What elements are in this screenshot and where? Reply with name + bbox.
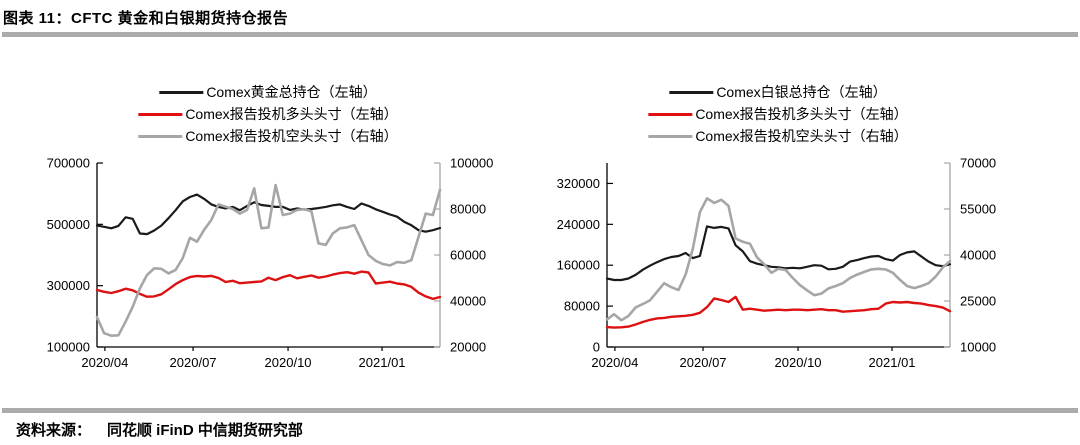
- legend-label: Comex白银总持仓（左轴）: [716, 84, 887, 100]
- y-axis-right-tick-label: 60000: [450, 248, 486, 263]
- legend-item: Comex报告投机空头头寸（右轴）: [648, 125, 908, 147]
- legend-item: Comex白银总持仓（左轴）: [669, 81, 887, 103]
- legend-line-swatch: [648, 112, 693, 116]
- legend-line-swatch: [159, 90, 204, 94]
- y-axis-left-tick-label: 240000: [557, 217, 600, 232]
- x-axis-tick-label: 2020/10: [775, 355, 822, 370]
- source-label: 资料来源：: [16, 422, 92, 439]
- legend-line-swatch: [648, 134, 693, 138]
- y-axis-left-tick-label: 300000: [47, 278, 90, 293]
- legend-silver: Comex白银总持仓（左轴） Comex报告投机多头头寸（左轴） Comex报告投机…: [648, 81, 908, 147]
- legend-item: Comex报告投机多头头寸（左轴）: [138, 103, 398, 125]
- legend-gold: Comex黄金总持仓（左轴） Comex报告投机多头头寸（左轴） Comex报告投机…: [138, 81, 398, 147]
- legend-item: Comex黄金总持仓（左轴）: [159, 81, 377, 103]
- figure-title: 图表 11：CFTC 黄金和白银期货持仓报告: [3, 10, 289, 27]
- y-axis-left-tick-label: 160000: [557, 258, 600, 273]
- y-axis-right-tick-label: 20000: [450, 340, 486, 355]
- y-axis-right-tick-label: 70000: [960, 156, 996, 171]
- y-axis-right-tick-label: 40000: [450, 294, 486, 309]
- series-line-total: [605, 225, 952, 282]
- x-axis-tick-label: 2020/07: [680, 355, 727, 370]
- legend-label: Comex报告投机多头头寸（左轴）: [185, 106, 398, 122]
- legend-label: Comex报告投机空头头寸（右轴）: [185, 128, 398, 144]
- series-line-total: [95, 193, 442, 236]
- source-text: 同花顺 iFinD 中信期货研究部: [107, 422, 303, 439]
- x-axis-tick-label: 2020/07: [170, 355, 217, 370]
- y-axis-right-tick-label: 10000: [960, 340, 996, 355]
- y-axis-right-tick-label: 100000: [450, 156, 493, 171]
- y-axis-left-tick-label: 320000: [557, 176, 600, 191]
- y-axis-left-tick-label: 500000: [47, 217, 90, 232]
- y-axis-left-tick-label: 80000: [564, 299, 600, 314]
- legend-item: Comex报告投机空头头寸（右轴）: [138, 125, 398, 147]
- legend-item: Comex报告投机多头头寸（左轴）: [648, 103, 908, 125]
- bottom-divider: [2, 408, 1078, 413]
- source-line: 资料来源： 同花顺 iFinD 中信期货研究部: [16, 419, 303, 440]
- legend-label: Comex报告投机多头头寸（左轴）: [695, 106, 908, 122]
- legend-label: Comex黄金总持仓（左轴）: [206, 84, 377, 100]
- series-line-long: [95, 270, 442, 301]
- x-axis-tick-label: 2021/01: [869, 355, 916, 370]
- legend-label: Comex报告投机空头头寸（右轴）: [695, 128, 908, 144]
- x-axis-tick-label: 2021/01: [359, 355, 406, 370]
- x-axis-tick-label: 2020/04: [81, 355, 128, 370]
- top-divider: [2, 32, 1078, 37]
- series-line-short: [605, 197, 952, 322]
- y-axis-right-tick-label: 40000: [960, 248, 996, 263]
- y-axis-right-tick-label: 25000: [960, 294, 996, 309]
- series-line-long: [605, 295, 952, 329]
- y-axis-left-tick-label: 700000: [47, 156, 90, 171]
- legend-line-swatch: [669, 90, 714, 94]
- legend-line-swatch: [138, 112, 183, 116]
- y-axis-right-tick-label: 55000: [960, 202, 996, 217]
- y-axis-right-tick-label: 80000: [450, 202, 486, 217]
- series-line-short: [95, 183, 442, 338]
- x-axis-tick-label: 2020/10: [265, 355, 312, 370]
- y-axis-left-tick-label: 0: [593, 340, 600, 355]
- gold-plot-area: 700000 500000 300000 100000 100000 80000 60000…: [47, 156, 494, 371]
- y-axis-left-tick-label: 100000: [47, 340, 90, 355]
- silver-plot-area: 320000 240000 160000 80000 0 70000 55000 40000 2…: [557, 156, 997, 371]
- silver-positions-chart: Comex白银总持仓（左轴） Comex报告投机多头头寸（左轴） Comex报告投机…: [540, 55, 1080, 400]
- legend-line-swatch: [138, 134, 183, 138]
- x-axis-tick-label: 2020/04: [591, 355, 638, 370]
- gold-positions-chart: Comex黄金总持仓（左轴） Comex报告投机多头头寸（左轴） Comex报告投机…: [0, 55, 540, 400]
